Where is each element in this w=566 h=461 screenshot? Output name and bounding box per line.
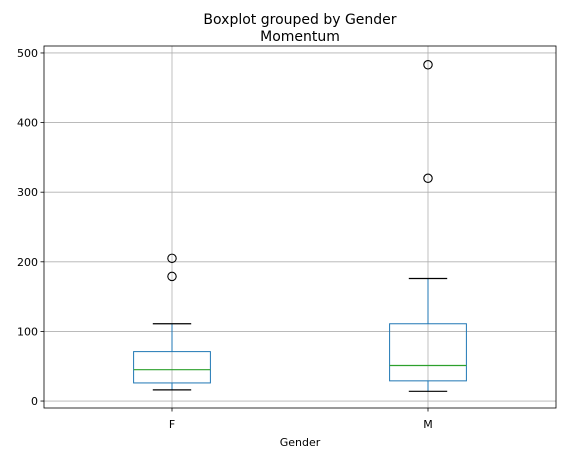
- outlier-point: [423, 60, 433, 70]
- y-tick-label: 200: [17, 256, 38, 269]
- box-iqr: [389, 323, 467, 382]
- y-tick-label: 400: [17, 117, 38, 130]
- y-tick-label: 500: [17, 47, 38, 60]
- x-tick-label: F: [169, 418, 175, 431]
- x-axis-label: Gender: [280, 436, 321, 449]
- grid-layer: [44, 46, 556, 408]
- box-iqr: [133, 351, 211, 384]
- outlier-point: [167, 271, 177, 282]
- axes-frame: [43, 45, 557, 409]
- chart-suptitle: Boxplot grouped by Gender: [203, 12, 396, 28]
- tick-layer: 0 100 200 300 400 500 F M: [17, 47, 433, 431]
- outlier-point: [167, 253, 177, 264]
- y-tick-label: 0: [31, 395, 38, 408]
- box-layer: [133, 60, 467, 392]
- y-tick-label: 300: [17, 186, 38, 199]
- y-tick-label: 100: [17, 325, 38, 338]
- x-tick-label: M: [423, 418, 433, 431]
- chart-title: Momentum: [260, 29, 340, 45]
- outlier-point: [423, 173, 433, 184]
